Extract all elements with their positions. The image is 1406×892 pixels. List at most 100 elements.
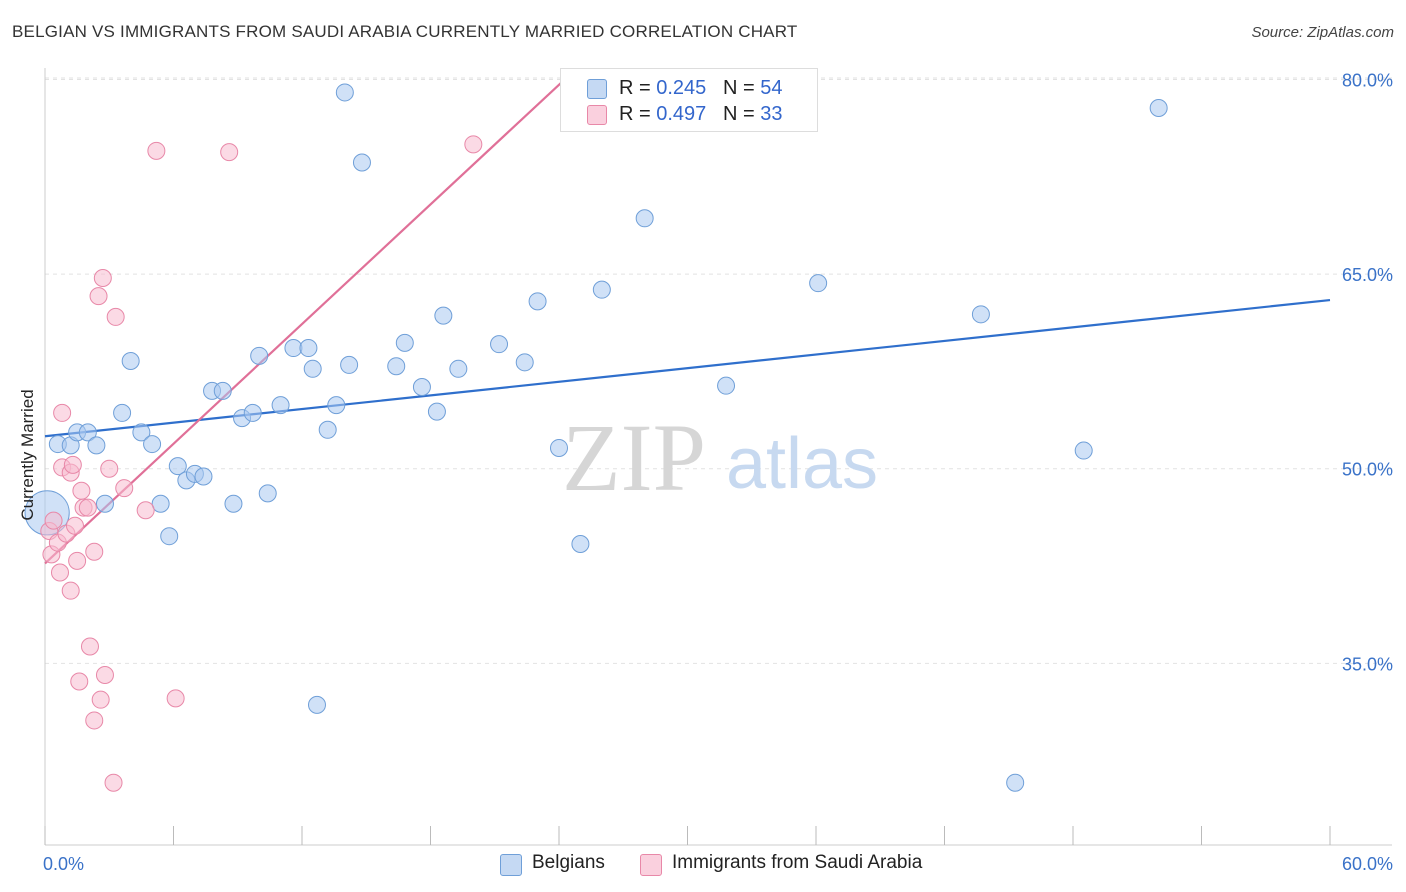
point-belgian — [1006, 773, 1025, 792]
point-belgian — [87, 436, 106, 455]
legend-n-label: N = — [722, 103, 761, 125]
point-belgian — [327, 396, 346, 415]
point-belgian — [160, 527, 179, 546]
point-belgian — [434, 306, 453, 325]
legend-swatch-saudi-bottom — [640, 854, 662, 876]
legend-swatch-belgians-bottom — [500, 854, 522, 876]
x-tick-label: 60.0% — [1342, 854, 1393, 874]
point-belgian — [387, 357, 406, 376]
point-belgian — [449, 359, 468, 378]
point-saudi — [89, 287, 108, 306]
legend-n-label: N = — [722, 77, 761, 99]
point-belgian — [395, 333, 414, 352]
y-axis-label: Currently Married — [18, 389, 37, 520]
point-saudi — [115, 479, 134, 498]
y-tick-label: 35.0% — [1342, 654, 1393, 674]
point-belgian — [571, 534, 590, 553]
point-belgian — [271, 396, 290, 415]
point-belgian — [515, 353, 534, 372]
point-saudi — [53, 403, 72, 422]
point-belgian — [528, 292, 547, 311]
point-saudi — [104, 773, 123, 792]
point-belgian — [132, 423, 151, 442]
legend-label-belgians: Belgians — [532, 852, 605, 873]
legend-swatch-saudi — [587, 105, 607, 125]
point-belgian — [250, 346, 269, 365]
point-belgian — [412, 377, 431, 396]
point-belgian — [318, 420, 337, 439]
point-belgian — [809, 274, 828, 293]
legend-r-value: 0.497 — [656, 103, 707, 125]
point-belgian — [1149, 99, 1168, 118]
point-belgian — [550, 438, 568, 457]
legend-swatch-belgians — [587, 79, 607, 99]
point-belgian — [194, 467, 213, 486]
point-saudi — [68, 551, 87, 570]
point-belgian — [78, 423, 97, 442]
legend-r-label: R = — [619, 103, 657, 125]
point-belgian — [284, 339, 303, 358]
point-saudi — [80, 637, 99, 656]
point-belgian — [427, 402, 446, 421]
point-saudi — [63, 455, 82, 474]
point-belgian — [151, 494, 170, 513]
point-belgian — [971, 305, 990, 324]
axes — [44, 68, 1392, 846]
point-saudi — [464, 135, 483, 154]
point-saudi — [50, 563, 69, 582]
chart-title: BELGIAN VS IMMIGRANTS FROM SAUDI ARABIA … — [12, 22, 798, 41]
point-saudi — [106, 307, 125, 326]
point-belgian — [340, 355, 359, 374]
point-saudi — [70, 672, 89, 691]
point-belgian — [635, 209, 654, 228]
point-saudi — [136, 501, 155, 520]
source-label: Source: ZipAtlas.com — [1251, 24, 1394, 41]
point-saudi — [65, 516, 84, 535]
grid-lines — [45, 77, 1392, 664]
point-saudi — [61, 581, 80, 600]
point-belgian — [121, 352, 140, 371]
point-saudi — [95, 666, 114, 685]
point-saudi — [44, 511, 63, 530]
point-saudi — [72, 481, 91, 500]
point-saudi — [85, 542, 104, 561]
data-points — [24, 83, 1168, 792]
legend-r-value: 0.245 — [656, 77, 707, 99]
point-belgian — [335, 83, 354, 102]
point-belgian — [258, 484, 277, 503]
point-saudi — [78, 498, 97, 517]
legend-label-saudi: Immigrants from Saudi Arabia — [672, 852, 923, 873]
point-belgian — [1074, 441, 1093, 460]
y-tick-label: 80.0% — [1342, 70, 1393, 90]
legend-n-value: 33 — [760, 103, 783, 125]
point-belgian — [213, 381, 232, 400]
point-saudi — [91, 690, 110, 709]
point-belgian — [168, 457, 187, 476]
point-belgian — [113, 403, 132, 422]
legend-r-label: R = — [619, 77, 657, 99]
point-belgian — [299, 339, 318, 358]
point-belgian — [352, 153, 371, 172]
point-belgian — [224, 494, 243, 513]
point-belgian — [143, 435, 162, 454]
point-saudi — [100, 459, 119, 478]
x-tick-label: 0.0% — [43, 854, 84, 874]
stats-legend: R = 0.245 N = 54 R = 0.497 N = 33 — [560, 68, 818, 132]
point-saudi — [93, 268, 112, 287]
point-belgian — [95, 494, 114, 513]
point-saudi — [220, 143, 239, 162]
watermark: ZIP atlas — [562, 404, 878, 511]
watermark-atlas: atlas — [726, 424, 878, 504]
tick-labels: 80.0% 65.0% 50.0% 35.0% 0.0% 60.0% — [43, 70, 1393, 874]
point-belgian — [243, 403, 262, 422]
y-tick-label: 50.0% — [1342, 460, 1393, 480]
point-belgian — [490, 335, 509, 354]
point-saudi — [85, 711, 104, 730]
point-belgian — [717, 376, 736, 395]
y-tick-label: 65.0% — [1342, 265, 1393, 285]
point-belgian — [303, 359, 322, 378]
point-belgian — [592, 280, 611, 299]
point-saudi — [166, 689, 185, 708]
point-belgian — [307, 695, 326, 714]
